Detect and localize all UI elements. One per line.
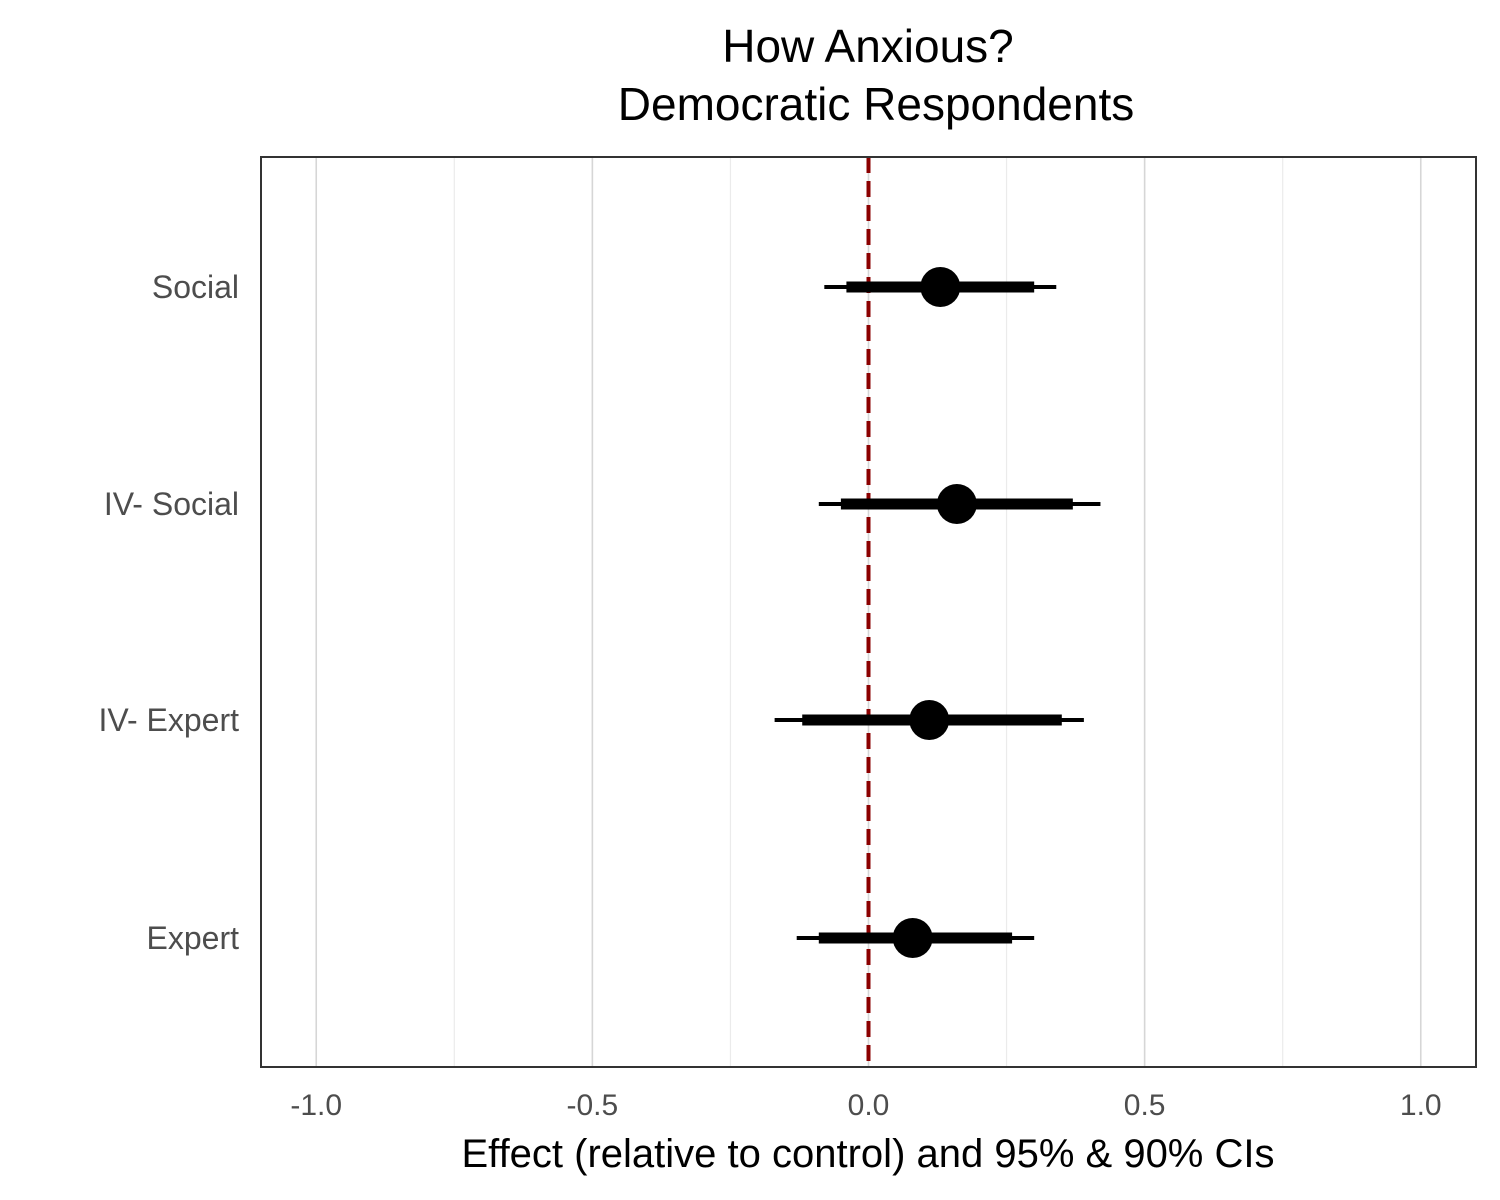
y-tick-label: Social	[152, 269, 239, 305]
y-axis-tick-labels: Social IV- Social IV- Expert Expert	[99, 269, 240, 956]
x-tick-label: 0.0	[848, 1089, 890, 1122]
y-tick-label: IV- Social	[104, 486, 239, 522]
chart-title-line-2: Democratic Respondents	[618, 78, 1134, 130]
x-tick-label: -0.5	[567, 1089, 619, 1122]
point-estimate	[892, 918, 933, 958]
point-estimate	[936, 484, 977, 524]
point-estimate	[909, 700, 950, 740]
x-tick-label: 0.5	[1124, 1089, 1166, 1122]
y-tick-label: Expert	[147, 920, 240, 956]
x-axis-tick-labels: -1.0 -0.5 0.0 0.5 1.0	[290, 1089, 1441, 1122]
y-tick-label: IV- Expert	[99, 702, 240, 738]
x-tick-label: -1.0	[290, 1089, 342, 1122]
plot-panel-border	[260, 156, 1477, 1068]
chart-title-line-1: How Anxious?	[722, 20, 1014, 72]
x-tick-label: 1.0	[1400, 1089, 1442, 1122]
point-estimate	[920, 267, 961, 307]
x-axis-label: Effect (relative to control) and 95% & 9…	[462, 1132, 1275, 1176]
estimate-marks	[774, 267, 1101, 958]
